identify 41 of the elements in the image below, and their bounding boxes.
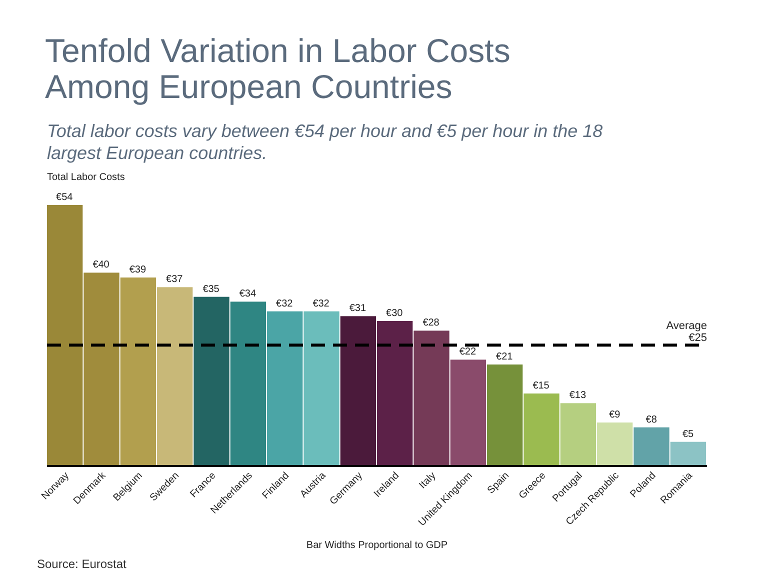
- chart-title: Tenfold Variation in Labor Costs Among European Countries: [45, 32, 510, 105]
- bar: [450, 360, 486, 466]
- ref-line-label: Average €25: [666, 320, 707, 344]
- bar: [597, 422, 633, 466]
- data-label: €5: [682, 428, 694, 440]
- bar: [157, 287, 193, 466]
- data-label: €32: [276, 298, 294, 310]
- data-label: €15: [532, 380, 550, 392]
- bar: [560, 403, 596, 466]
- bar: [304, 311, 340, 466]
- data-label: €34: [239, 288, 256, 300]
- data-label: €37: [166, 274, 184, 286]
- bar: [524, 394, 560, 466]
- data-label: €31: [349, 303, 366, 314]
- bar: [634, 427, 670, 466]
- data-label: €35: [202, 284, 220, 295]
- data-label: €39: [129, 264, 146, 276]
- x-tick-label: Italy: [417, 470, 438, 492]
- bar: [267, 311, 303, 466]
- bar: [194, 296, 230, 466]
- bar: [340, 316, 376, 466]
- data-label: €13: [569, 390, 586, 402]
- x-axis-title: Bar Widths Proportional to GDP: [306, 540, 448, 551]
- source-note: Source: Eurostat: [37, 557, 128, 571]
- data-label: €8: [646, 414, 658, 426]
- bar: [120, 278, 156, 466]
- data-label: €28: [422, 318, 440, 329]
- data-label: €9: [609, 410, 621, 420]
- y-axis-title: Total Labor Costs: [47, 172, 125, 183]
- data-label: €54: [56, 192, 74, 203]
- data-label: €32: [312, 298, 330, 310]
- bar: [230, 302, 266, 466]
- data-label: €22: [459, 346, 476, 358]
- bar: [414, 330, 450, 466]
- bar: [377, 321, 413, 466]
- data-label: €40: [92, 260, 110, 271]
- bar: [487, 364, 523, 466]
- data-label: €30: [386, 308, 404, 319]
- chart-subtitle: Total labor costs vary between €54 per hour and €5 per hour in the 18 largest European countries.: [47, 121, 603, 163]
- bar: [670, 442, 706, 466]
- data-label: €21: [496, 352, 514, 362]
